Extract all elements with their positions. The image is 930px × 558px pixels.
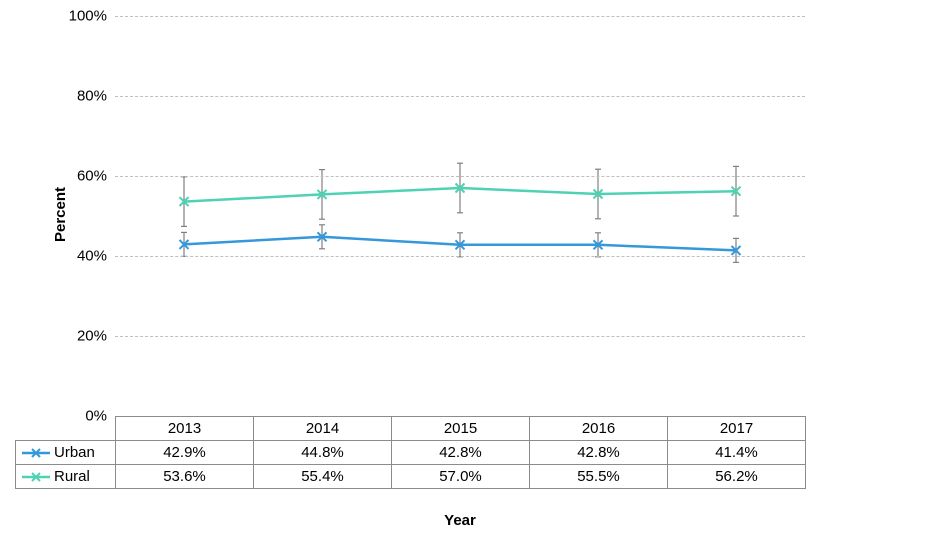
value-cell: 55.4% xyxy=(254,465,392,489)
year-header: 2017 xyxy=(668,417,806,441)
y-axis-title: Percent xyxy=(52,187,69,242)
year-header: 2015 xyxy=(392,417,530,441)
table-corner-cell xyxy=(16,417,116,441)
chart-container: 0%20%40%60%80%100% Percent 2013201420152… xyxy=(0,0,930,558)
x-axis-title: Year xyxy=(444,512,476,529)
value-cell: 42.9% xyxy=(116,441,254,465)
series-name: Rural xyxy=(54,468,90,485)
year-header: 2014 xyxy=(254,417,392,441)
grid-line xyxy=(115,336,805,337)
value-cell: 55.5% xyxy=(530,465,668,489)
year-header: 2013 xyxy=(116,417,254,441)
grid-line xyxy=(115,16,805,17)
value-cell: 42.8% xyxy=(392,441,530,465)
value-cell: 42.8% xyxy=(530,441,668,465)
grid-line xyxy=(115,96,805,97)
value-cell: 41.4% xyxy=(668,441,806,465)
value-cell: 53.6% xyxy=(116,465,254,489)
grid-line xyxy=(115,176,805,177)
table-row: Urban42.9%44.8%42.8%42.8%41.4% xyxy=(16,441,806,465)
y-tick-label: 20% xyxy=(77,328,115,345)
value-cell: 56.2% xyxy=(668,465,806,489)
table-row: Rural 53.6%55.4%57.0%55.5%56.2% xyxy=(16,465,806,489)
plot-area: 0%20%40%60%80%100% xyxy=(115,16,805,416)
table-header-row: 20132014201520162017 xyxy=(16,417,806,441)
value-cell: 44.8% xyxy=(254,441,392,465)
chart-svg xyxy=(115,16,805,416)
y-tick-label: 100% xyxy=(69,8,115,25)
legend-cell: Urban xyxy=(16,441,116,465)
y-tick-label: 40% xyxy=(77,248,115,265)
value-cell: 57.0% xyxy=(392,465,530,489)
year-header: 2016 xyxy=(530,417,668,441)
y-tick-label: 60% xyxy=(77,168,115,185)
series-name: Urban xyxy=(54,444,95,461)
y-tick-label: 80% xyxy=(77,88,115,105)
data-table: 20132014201520162017Urban42.9%44.8%42.8%… xyxy=(15,416,806,489)
grid-line xyxy=(115,256,805,257)
legend-cell: Rural xyxy=(16,465,116,489)
